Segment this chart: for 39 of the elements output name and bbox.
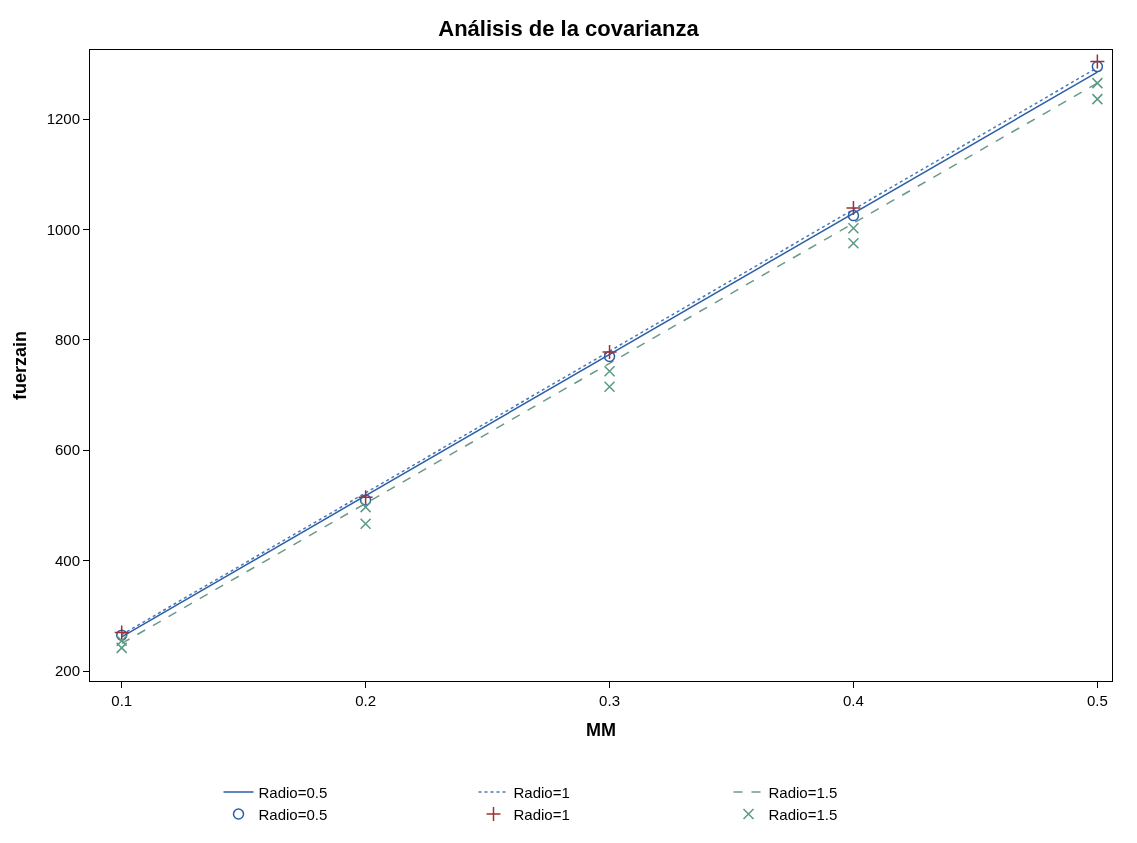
point	[847, 237, 860, 249]
x-axis-title: MM	[586, 720, 616, 741]
legend-label: Radio=0.5	[258, 783, 328, 801]
y-tick-label: 1000	[46, 220, 80, 238]
point	[603, 381, 616, 393]
point	[113, 624, 130, 641]
x-tick-label: 0.4	[843, 692, 864, 709]
point	[1091, 93, 1104, 105]
legend-label: Radio=1.5	[768, 783, 838, 801]
legend-label: Radio=1	[513, 805, 570, 823]
y-tick-label: 800	[54, 331, 80, 349]
legend-label: Radio=1	[513, 783, 570, 801]
point	[359, 517, 372, 530]
point	[115, 629, 128, 641]
x-tick-label: 0.1	[111, 692, 133, 709]
x-tick-label: 0.5	[1086, 692, 1108, 709]
point	[1091, 77, 1104, 89]
y-tick-label: 200	[54, 662, 80, 680]
x-tick-label: 0.2	[355, 692, 377, 709]
legend-label: Radio=0.5	[258, 805, 328, 823]
point	[1089, 53, 1106, 70]
point	[1091, 60, 1104, 73]
legend-label: Radio=1.5	[768, 805, 838, 823]
y-axis-title: fuerzain	[9, 330, 30, 401]
y-tick-label: 1200	[46, 110, 80, 128]
point	[359, 494, 372, 506]
point	[847, 222, 860, 235]
y-tick-label: 600	[54, 441, 80, 459]
x-tick-label: 0.3	[599, 692, 620, 709]
point	[601, 344, 618, 360]
point	[115, 642, 128, 654]
point	[359, 501, 372, 513]
point	[845, 200, 862, 216]
point	[357, 489, 374, 505]
point	[115, 634, 128, 647]
chart-title: Análisis de la covarianza	[438, 16, 700, 42]
y-tick-label: 400	[54, 551, 80, 569]
point	[603, 365, 616, 378]
point	[847, 209, 860, 222]
